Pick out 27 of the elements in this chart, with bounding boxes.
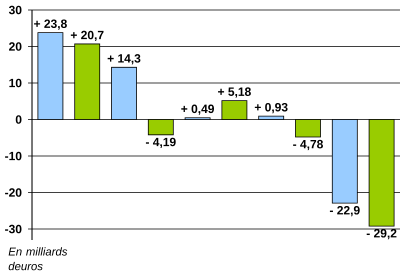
data-label: + 23,8	[34, 19, 67, 30]
bar	[295, 119, 321, 138]
y-tick-label: -20	[5, 188, 22, 197]
bar	[74, 44, 100, 120]
data-label: - 29,2	[366, 229, 396, 240]
y-tick-label: 20	[9, 42, 22, 51]
bar	[258, 116, 284, 120]
bar	[111, 66, 137, 120]
y-tick-label: -30	[5, 224, 22, 234]
data-label: - 22,9	[330, 206, 360, 216]
bar	[221, 100, 248, 120]
data-label: + 20,7	[70, 30, 104, 42]
data-label: - 4,19	[146, 138, 176, 148]
bar	[368, 119, 395, 227]
bar	[148, 119, 174, 136]
y-tick-label: 0	[16, 115, 22, 124]
data-label: + 5,18	[218, 87, 251, 98]
bar	[38, 32, 64, 120]
y-tick-label: 10	[9, 78, 22, 88]
data-label: - 4,78	[293, 140, 323, 150]
y-tick-label: 30	[8, 6, 22, 14]
data-label: + 0,49	[181, 104, 214, 115]
data-label: + 0,93	[254, 102, 288, 114]
bar	[332, 119, 358, 204]
y-tick-label: -10	[5, 152, 22, 160]
data-label: + 14,3	[108, 54, 140, 64]
text: En milliards deuros	[8, 247, 68, 270]
